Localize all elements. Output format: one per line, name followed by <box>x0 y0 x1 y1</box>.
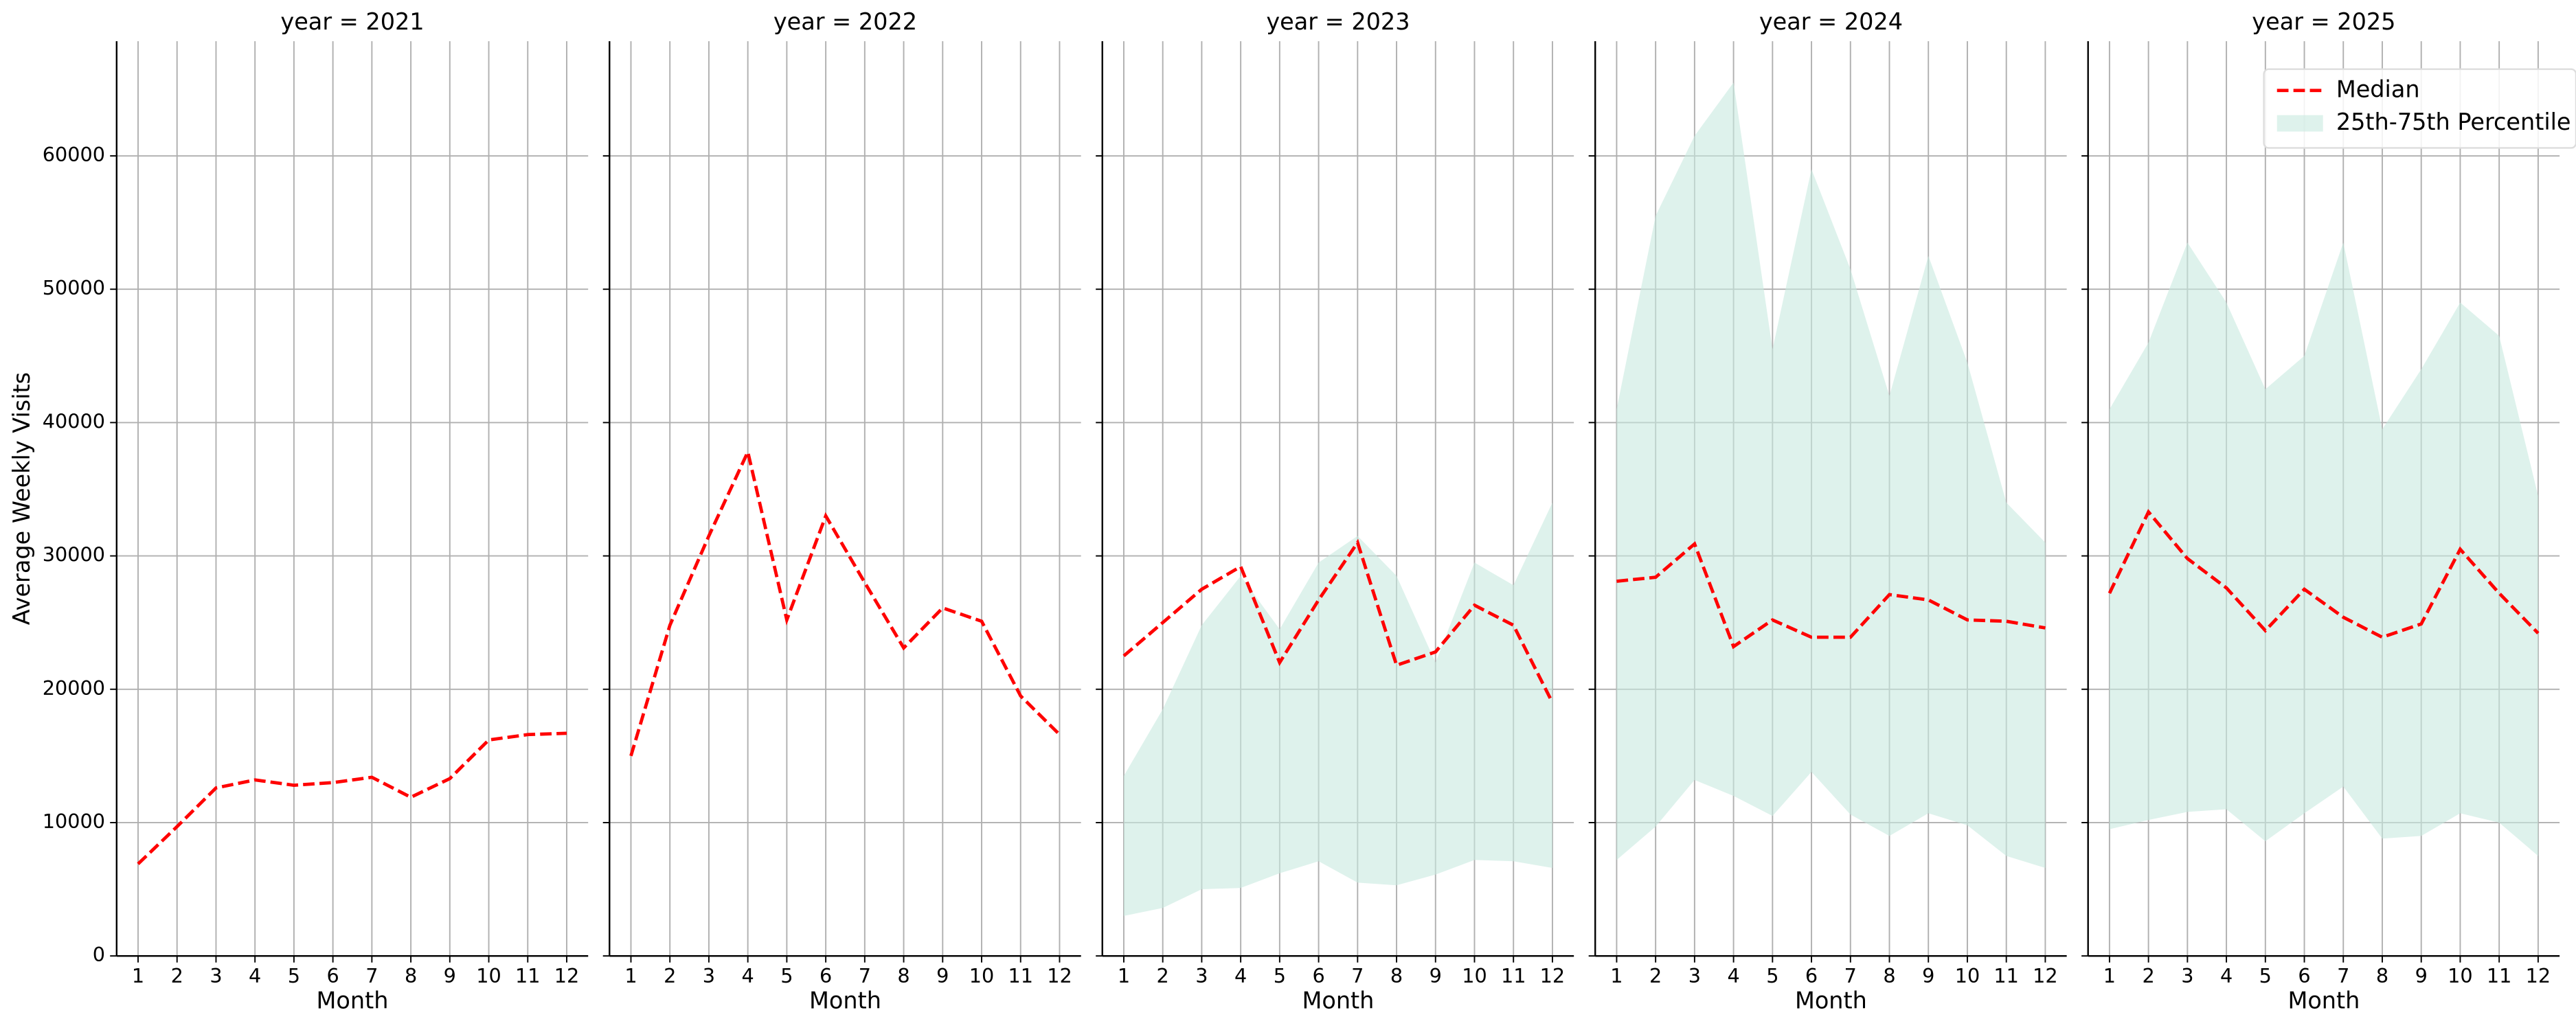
x-tick-label: 11 <box>1993 964 2019 987</box>
x-tick-label: 5 <box>288 964 300 987</box>
y-tick-label: 50000 <box>43 276 105 299</box>
x-tick-label: 12 <box>554 964 580 987</box>
x-tick-label: 1 <box>132 964 144 987</box>
facet-title: year = 2021 <box>280 8 424 35</box>
x-tick-label: 9 <box>1922 964 1934 987</box>
x-tick-label: 1 <box>624 964 637 987</box>
facet-title: year = 2025 <box>2252 8 2395 35</box>
median-line <box>137 731 567 865</box>
x-tick-label: 2 <box>1157 964 1169 987</box>
x-tick-label: 10 <box>1462 964 1487 987</box>
x-tick-label: 3 <box>703 964 715 987</box>
x-tick-label: 5 <box>1274 964 1286 987</box>
x-tick-label: 8 <box>1883 964 1895 987</box>
x-tick-label: 12 <box>1540 964 1566 987</box>
x-axis-label: Month <box>809 987 881 1014</box>
x-tick-label: 10 <box>2448 964 2473 987</box>
x-tick-label: 1 <box>1610 964 1623 987</box>
x-tick-label: 3 <box>210 964 222 987</box>
x-tick-label: 9 <box>1430 964 1442 987</box>
x-tick-label: 7 <box>859 964 871 987</box>
x-tick-label: 5 <box>780 964 793 987</box>
x-tick-label: 7 <box>365 964 378 987</box>
median-line <box>629 446 1061 757</box>
y-tick-label: 0 <box>93 943 105 966</box>
y-tick-label: 10000 <box>43 810 105 833</box>
y-tick-label: 60000 <box>43 143 105 166</box>
x-tick-label: 3 <box>1688 964 1701 987</box>
legend-label: Median <box>2336 76 2420 102</box>
x-axis-label: Month <box>1302 987 1374 1014</box>
y-tick-label: 30000 <box>43 543 105 566</box>
x-tick-label: 11 <box>1008 964 1033 987</box>
x-tick-label: 6 <box>2298 964 2310 987</box>
median-line <box>2108 509 2540 639</box>
x-tick-label: 8 <box>2376 964 2388 987</box>
legend-swatch <box>2276 115 2323 132</box>
x-tick-label: 1 <box>1118 964 1130 987</box>
x-tick-label: 7 <box>1351 964 1364 987</box>
x-tick-label: 11 <box>515 964 541 987</box>
x-tick-label: 9 <box>936 964 949 987</box>
x-tick-label: 12 <box>1047 964 1072 987</box>
x-tick-label: 3 <box>2181 964 2193 987</box>
x-tick-label: 6 <box>326 964 339 987</box>
facet-title: year = 2024 <box>1759 8 1903 35</box>
percentile-band <box>2109 242 2538 856</box>
x-tick-label: 12 <box>2033 964 2058 987</box>
percentile-band <box>1616 82 2046 868</box>
x-tick-label: 5 <box>1766 964 1778 987</box>
x-tick-label: 4 <box>1234 964 1247 987</box>
x-tick-label: 7 <box>2337 964 2349 987</box>
facet-title: year = 2022 <box>773 8 917 35</box>
data-layer <box>137 82 2540 916</box>
x-tick-label: 4 <box>2220 964 2233 987</box>
x-tick-label: 10 <box>969 964 995 987</box>
x-tick-label: 10 <box>476 964 501 987</box>
facet-title: year = 2023 <box>1266 8 1410 35</box>
x-tick-label: 2 <box>664 964 676 987</box>
x-tick-label: 9 <box>2415 964 2428 987</box>
x-tick-label: 3 <box>1195 964 1208 987</box>
y-tick-label: 40000 <box>43 409 105 433</box>
x-tick-label: 6 <box>820 964 832 987</box>
x-tick-label: 11 <box>1501 964 1526 987</box>
x-tick-label: 2 <box>2142 964 2154 987</box>
x-tick-label: 11 <box>2487 964 2512 987</box>
x-tick-label: 1 <box>2103 964 2116 987</box>
x-axis-label: Month <box>1795 987 1867 1014</box>
percentile-band <box>1123 502 1552 916</box>
x-tick-label: 9 <box>444 964 456 987</box>
x-tick-label: 8 <box>1390 964 1403 987</box>
median-line <box>1616 541 2046 650</box>
x-tick-label: 5 <box>2259 964 2272 987</box>
x-tick-label: 6 <box>1312 964 1324 987</box>
x-tick-label: 6 <box>1805 964 1818 987</box>
median-line <box>1122 538 1555 704</box>
y-axis-label: Average Weekly Visits <box>8 372 35 625</box>
y-tick-label: 20000 <box>43 676 105 700</box>
x-tick-label: 2 <box>171 964 183 987</box>
x-tick-label: 4 <box>742 964 754 987</box>
x-tick-label: 4 <box>1727 964 1739 987</box>
x-tick-label: 2 <box>1649 964 1662 987</box>
x-tick-label: 8 <box>405 964 417 987</box>
x-tick-label: 4 <box>249 964 261 987</box>
x-tick-label: 12 <box>2526 964 2551 987</box>
x-axis-label: Month <box>2287 987 2360 1014</box>
x-tick-label: 7 <box>1844 964 1857 987</box>
x-tick-label: 10 <box>1955 964 1980 987</box>
legend-label: 25th-75th Percentile <box>2336 108 2571 135</box>
x-tick-label: 8 <box>897 964 909 987</box>
x-axis-label: Month <box>317 987 389 1014</box>
